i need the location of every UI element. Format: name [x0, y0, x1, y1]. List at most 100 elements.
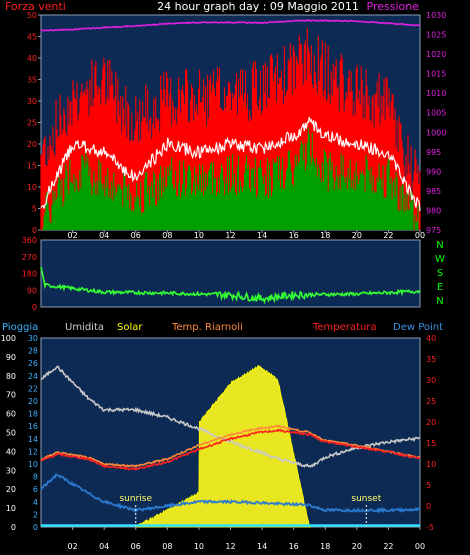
- panel3-y1-tick: 80: [6, 372, 16, 381]
- panel1-series: [40, 19, 421, 230]
- legend-item: Temperatura: [312, 322, 377, 333]
- panel1-x-tick: 12: [225, 231, 235, 240]
- panel3-annotations: sunrise sunset: [119, 494, 382, 526]
- panel3-y1-tick: 50: [6, 429, 16, 438]
- panel3-y2-tick: 28: [28, 347, 38, 356]
- panel2-y-tick: 270: [22, 253, 37, 262]
- panel1-x-tick: 16: [289, 231, 299, 240]
- legend-item: Dew Point: [393, 322, 443, 333]
- panel3-x-tick: 18: [320, 542, 330, 551]
- panel1-y-tick: 25: [27, 119, 37, 128]
- panel3-legend: Pioggia Umidita Solar Temp. Riarnoli Tempera…: [2, 322, 443, 333]
- legend-item: Temp. Riarnoli: [171, 322, 243, 333]
- panel1-y2-tick: 990: [426, 167, 441, 176]
- panel3-y2-tick: 12: [28, 447, 38, 456]
- annotation-sunset: sunset: [351, 494, 381, 504]
- panel1-y2-tick: 1005: [426, 109, 446, 118]
- direction-label-e: E: [437, 282, 443, 293]
- average-series: [40, 116, 421, 212]
- panel1-x-tick: 20: [352, 231, 362, 240]
- panel3-y-axis-left1: 0 10 20 30 40 50 60 70 80 90 100: [1, 334, 16, 532]
- panel3-y2-tick: 4: [33, 498, 38, 507]
- panel1-x-tick: 18: [320, 231, 330, 240]
- panel2-y-tick: 90: [27, 286, 37, 295]
- panel3-y1-tick: 60: [6, 410, 16, 419]
- panel3-y1-tick: 0: [11, 523, 16, 532]
- panel3-y1-tick: 70: [6, 391, 16, 400]
- panel3-x-tick: 20: [352, 542, 362, 551]
- panel1-y2-tick: 975: [426, 226, 441, 235]
- panel1-x-tick: 06: [131, 231, 141, 240]
- panel3-y-axis-right: -5 0 5 10 15 20 25 30 35 40: [426, 334, 436, 532]
- panel3-y2-tick: 14: [28, 435, 38, 444]
- panel3-y1-tick: 40: [6, 447, 16, 456]
- panel2-y-tick: 0: [32, 303, 37, 312]
- panel1-y2-tick: 985: [426, 187, 441, 196]
- panel3-y2-tick: 8: [33, 473, 38, 482]
- annotation-sunrise: sunrise: [119, 494, 152, 504]
- dewpoint-series: [40, 472, 421, 514]
- panel3-y2-tick: 24: [28, 372, 38, 381]
- panel1-y-tick: 35: [27, 76, 37, 85]
- panel1-x-axis: 02 04 06 08 10 12 14 16 18 20 22 00: [67, 230, 425, 240]
- panel3-y3-tick: 35: [426, 355, 436, 364]
- panel1-x-tick: 14: [257, 231, 267, 240]
- panel1-y2-tick: 995: [426, 148, 441, 157]
- panel1-y-tick: 20: [27, 140, 37, 149]
- panel1-y-tick: 15: [27, 162, 37, 171]
- panel3-y1-tick: 100: [1, 334, 16, 343]
- panel3-x-tick: 08: [162, 542, 172, 551]
- direction-label-s: S: [437, 268, 443, 279]
- panel1-y-tick: 50: [27, 11, 37, 20]
- panel3-y1-tick: 10: [6, 504, 16, 513]
- panel1-y2-tick: 1025: [426, 31, 446, 40]
- panel3-x-tick: 10: [194, 542, 204, 551]
- panel3-y3-tick: 30: [426, 376, 436, 385]
- panel3-y2-tick: 22: [28, 384, 38, 393]
- panel1-y2-tick: 980: [426, 206, 441, 215]
- panel3-y1-tick: 30: [6, 466, 16, 475]
- panel3-x-tick: 00: [415, 542, 425, 551]
- panel1-y-axis-right: 975 980 985 990 995 1000 1005 1010 1015 1020 1025 1…: [426, 11, 446, 235]
- panel2-y-axis: 0 90 180 270 360: [22, 236, 37, 312]
- panel3-x-tick: 14: [257, 542, 267, 551]
- panel3-series: [40, 365, 421, 527]
- panel3-y2-tick: 6: [33, 485, 38, 494]
- panel1-x-tick: 02: [67, 231, 77, 240]
- panel3-y3-tick: 20: [426, 418, 436, 427]
- panel3-y2-tick: 0: [33, 523, 38, 532]
- panel3-x-tick: 02: [67, 542, 77, 551]
- panel3-y3-tick: 15: [426, 439, 436, 448]
- panel1-x-tick: 10: [194, 231, 204, 240]
- panel3-y2-tick: 20: [28, 397, 38, 406]
- panel1-y-tick: 10: [27, 183, 37, 192]
- panel3-solar-area: [135, 364, 311, 528]
- panel3-y3-tick: 0: [426, 502, 431, 511]
- panel1-y2-tick: 1020: [426, 50, 446, 59]
- panel1-y-tick: 30: [27, 97, 37, 106]
- panel1-y-tick: 45: [27, 33, 37, 42]
- panel1-y-tick: 0: [32, 226, 37, 235]
- panel1-x-tick: 00: [415, 231, 425, 240]
- legend-item: Solar: [117, 322, 143, 333]
- legend-item: Pioggia: [2, 322, 38, 333]
- solar-series: [135, 364, 311, 528]
- panel2-y-tick: 360: [22, 236, 37, 245]
- direction-label-n: N: [436, 296, 443, 307]
- panel2-series: [40, 266, 421, 305]
- panel3-x-axis: 02 04 06 08 10 12 14 16 18 20 22 00: [67, 527, 425, 551]
- panel1-y2-tick: 1030: [426, 11, 446, 20]
- panel3-y2-tick: 2: [33, 510, 38, 519]
- panel3-x-tick: 22: [383, 542, 393, 551]
- direction-label-n: N: [436, 240, 443, 251]
- panel1-left-label: Forza venti: [5, 0, 66, 13]
- panel1-y2-tick: 1000: [426, 128, 446, 137]
- humidity-series: [40, 365, 420, 468]
- panel3-y2-tick: 18: [28, 410, 38, 419]
- direction-label-w: W: [435, 254, 445, 265]
- panel2-plot: [40, 239, 421, 308]
- wind-series: [42, 127, 419, 230]
- panel1-x-tick: 08: [162, 231, 172, 240]
